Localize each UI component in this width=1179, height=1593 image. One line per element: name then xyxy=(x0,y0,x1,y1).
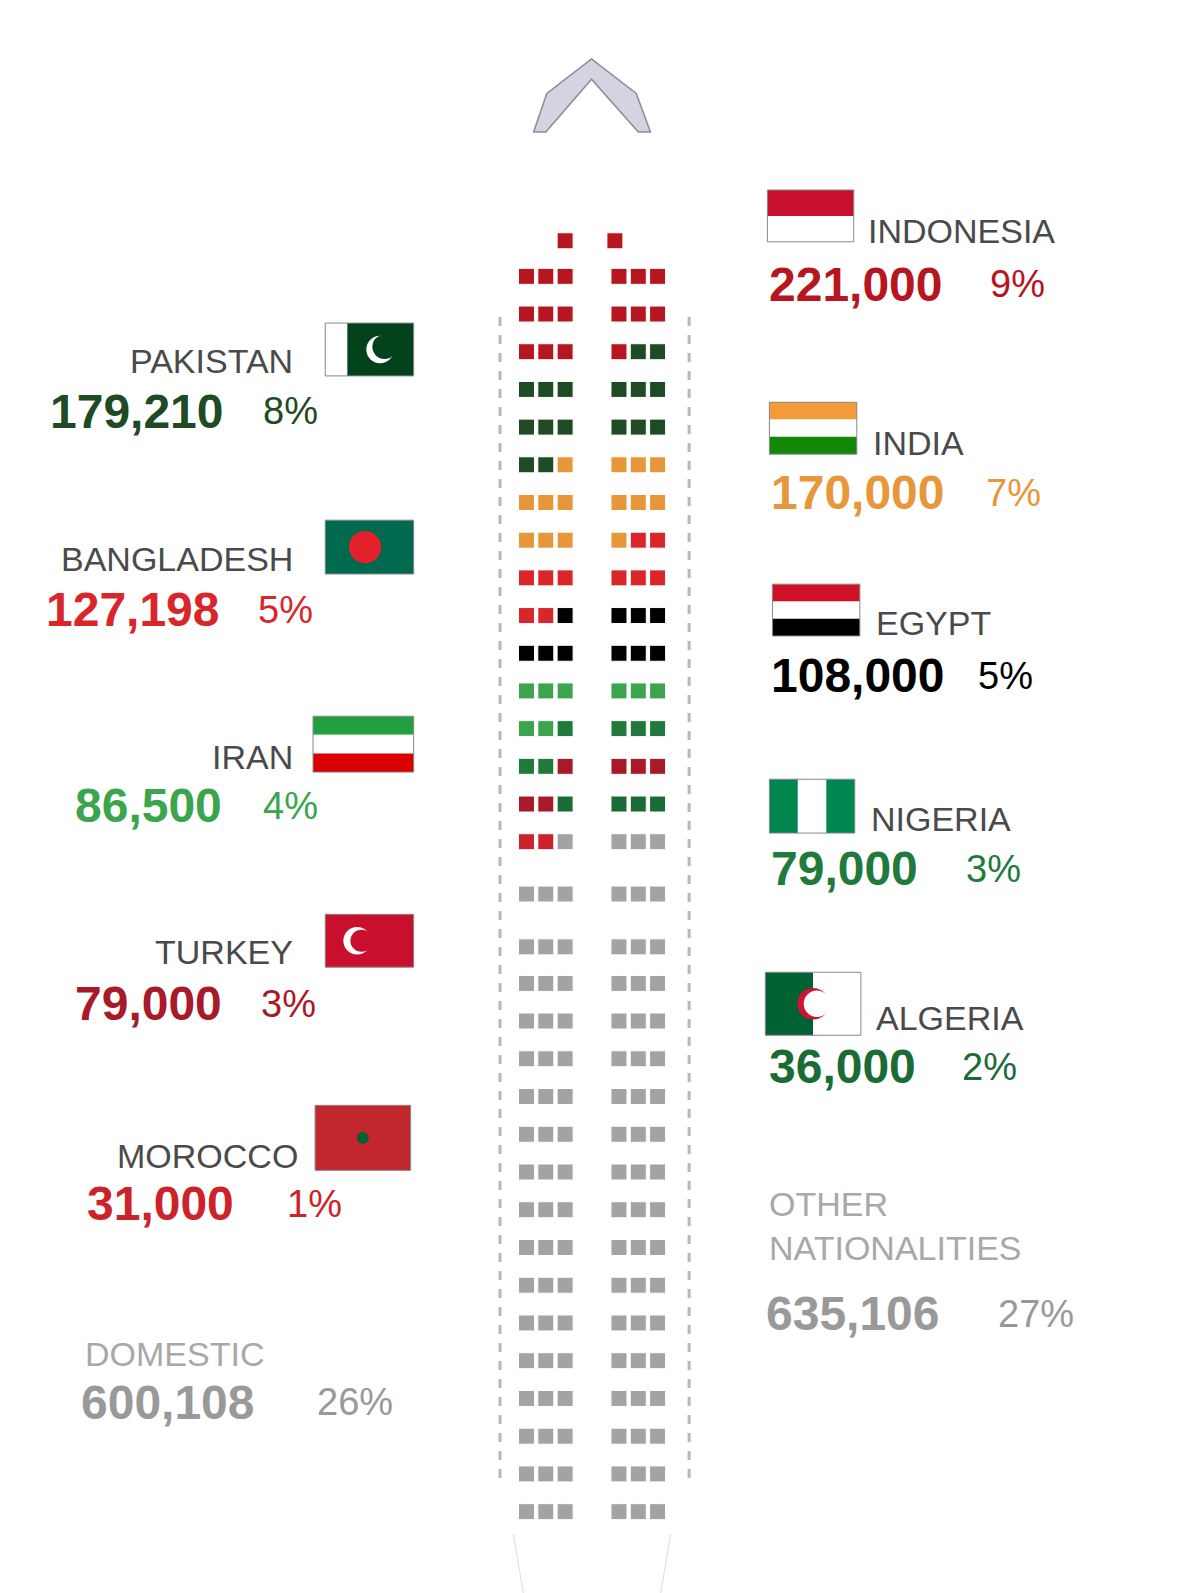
svg-text:BANGLADESH: BANGLADESH xyxy=(61,540,293,578)
svg-text:26%: 26% xyxy=(317,1381,393,1423)
svg-text:79,000: 79,000 xyxy=(75,977,222,1030)
svg-text:INDIA: INDIA xyxy=(873,424,964,462)
svg-text:179,210: 179,210 xyxy=(50,385,224,438)
svg-text:2%: 2% xyxy=(962,1046,1017,1088)
svg-text:79,000: 79,000 xyxy=(771,842,918,895)
svg-text:8%: 8% xyxy=(263,390,318,432)
svg-text:600,108: 600,108 xyxy=(81,1376,255,1429)
svg-text:IRAN: IRAN xyxy=(212,738,293,776)
svg-text:127,198: 127,198 xyxy=(46,583,220,636)
svg-text:PAKISTAN: PAKISTAN xyxy=(130,342,293,380)
svg-text:635,106: 635,106 xyxy=(766,1287,940,1340)
svg-text:221,000: 221,000 xyxy=(769,258,943,311)
svg-text:OTHERNATIONALITIES: OTHERNATIONALITIES xyxy=(769,1185,1022,1267)
svg-text:170,000: 170,000 xyxy=(771,466,945,519)
svg-text:ALGERIA: ALGERIA xyxy=(876,999,1024,1037)
svg-text:4%: 4% xyxy=(263,785,318,827)
svg-text:TURKEY: TURKEY xyxy=(155,933,293,971)
svg-text:NIGERIA: NIGERIA xyxy=(871,800,1011,838)
svg-text:3%: 3% xyxy=(966,848,1021,890)
svg-text:DOMESTIC: DOMESTIC xyxy=(85,1335,264,1373)
svg-text:5%: 5% xyxy=(258,589,313,631)
svg-text:108,000: 108,000 xyxy=(771,649,945,702)
svg-text:36,000: 36,000 xyxy=(769,1040,916,1093)
svg-text:86,500: 86,500 xyxy=(75,779,222,832)
svg-text:INDONESIA: INDONESIA xyxy=(868,212,1055,250)
svg-text:7%: 7% xyxy=(986,472,1041,514)
svg-text:31,000: 31,000 xyxy=(87,1177,234,1230)
svg-text:MOROCCO: MOROCCO xyxy=(117,1137,298,1175)
svg-text:27%: 27% xyxy=(998,1293,1074,1335)
svg-text:5%: 5% xyxy=(978,655,1033,697)
svg-text:EGYPT: EGYPT xyxy=(876,604,991,642)
svg-text:1%: 1% xyxy=(287,1183,342,1225)
svg-text:9%: 9% xyxy=(990,263,1045,305)
svg-text:3%: 3% xyxy=(261,983,316,1025)
